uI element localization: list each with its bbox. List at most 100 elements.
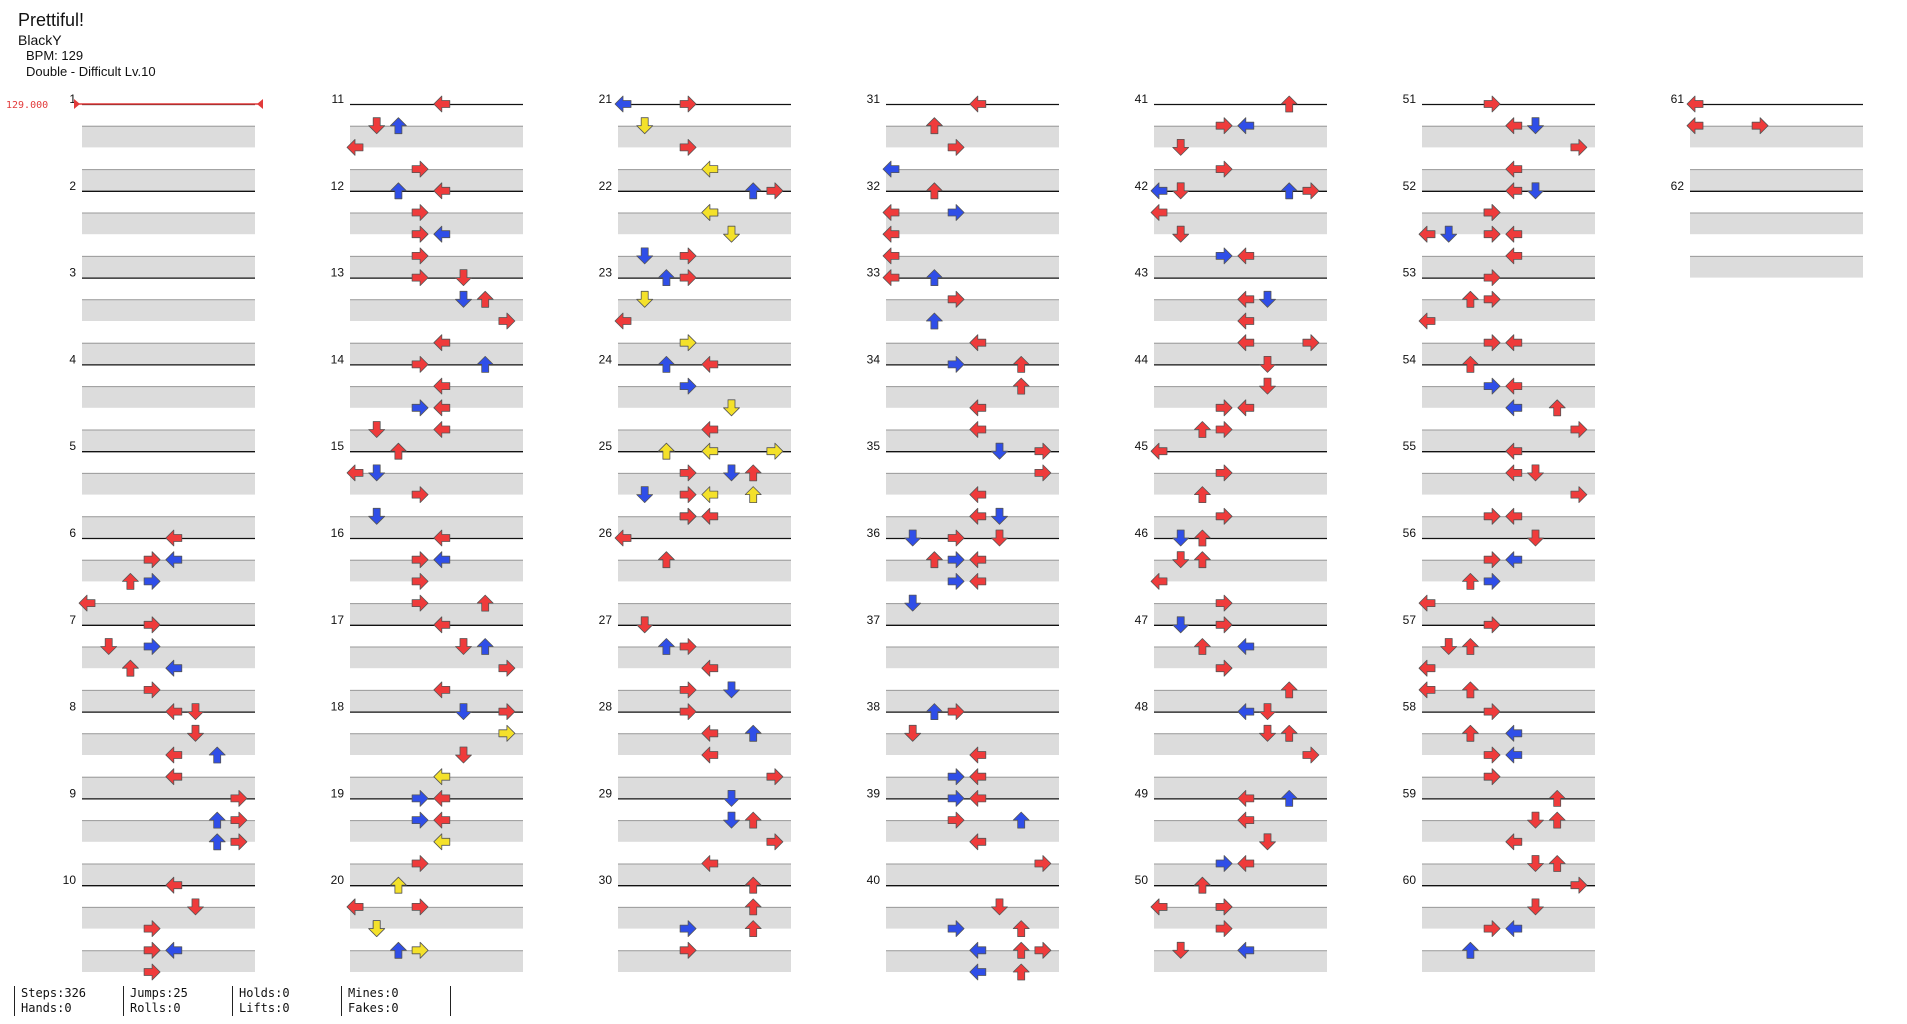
note-shape bbox=[658, 551, 675, 569]
note-shape bbox=[1483, 551, 1501, 569]
note-shape bbox=[1172, 182, 1190, 200]
note-shape bbox=[1215, 117, 1233, 135]
beat-band bbox=[1154, 429, 1327, 452]
arrow-up-icon bbox=[1194, 876, 1211, 894]
note-shape bbox=[926, 312, 943, 330]
note-shape bbox=[969, 573, 987, 590]
bpm-arrow-left bbox=[74, 99, 80, 109]
note-shape bbox=[947, 573, 965, 590]
note-shape bbox=[926, 182, 943, 200]
note-shape bbox=[1034, 855, 1052, 872]
note-shape bbox=[1483, 290, 1501, 308]
arrow-right-icon bbox=[411, 573, 429, 590]
arrow-up-icon bbox=[389, 182, 407, 200]
note-shape bbox=[1237, 117, 1255, 135]
note-shape bbox=[143, 941, 161, 959]
arrow-right-icon bbox=[411, 790, 429, 807]
beat-band bbox=[82, 255, 255, 278]
note-shape bbox=[658, 269, 675, 287]
arrow-right-icon bbox=[143, 681, 161, 699]
arrow-up-icon bbox=[1280, 681, 1298, 699]
arrow-down-icon bbox=[991, 442, 1008, 460]
arrow-down-icon bbox=[100, 638, 118, 655]
arrow-right-icon bbox=[411, 399, 429, 417]
arrow-left-icon bbox=[165, 768, 183, 786]
arrow-down-icon bbox=[1527, 117, 1544, 135]
beat-band bbox=[350, 863, 523, 886]
note-shape bbox=[1483, 703, 1501, 720]
arrow-down-icon bbox=[368, 117, 386, 135]
measure-number: 62 bbox=[1671, 179, 1685, 193]
beat-band bbox=[350, 342, 523, 365]
measure-14: 14 bbox=[331, 352, 523, 452]
note-shape bbox=[1686, 117, 1704, 135]
note-shape bbox=[701, 746, 719, 764]
measure-19: 19 bbox=[331, 786, 523, 886]
beat-band bbox=[618, 255, 791, 278]
note-shape bbox=[411, 355, 429, 373]
measure-15: 15 bbox=[331, 439, 523, 538]
note-shape bbox=[1259, 377, 1276, 395]
measure-30: 30 bbox=[599, 873, 791, 972]
beat-band bbox=[618, 125, 791, 148]
measure-number: 51 bbox=[1403, 92, 1417, 106]
arrow-left-icon bbox=[701, 855, 719, 872]
measure-number: 60 bbox=[1403, 873, 1417, 887]
beat-band bbox=[1422, 863, 1595, 886]
arrow-up-icon bbox=[658, 551, 675, 569]
note-shape bbox=[1012, 920, 1030, 937]
note-shape bbox=[1483, 225, 1501, 243]
note-shape bbox=[1527, 855, 1544, 872]
arrow-down-icon bbox=[636, 616, 654, 634]
arrow-up-icon bbox=[1012, 355, 1030, 373]
note-shape bbox=[969, 963, 987, 981]
arrow-left-icon bbox=[1505, 551, 1523, 569]
note-shape bbox=[766, 442, 784, 460]
measure-35: 35 bbox=[867, 439, 1059, 538]
note-shape bbox=[1527, 182, 1544, 200]
note-shape bbox=[1418, 312, 1436, 330]
note-shape bbox=[411, 399, 429, 417]
measure-10: 10 bbox=[63, 873, 255, 972]
note-shape bbox=[636, 247, 654, 265]
note-shape bbox=[636, 616, 654, 634]
note-shape bbox=[368, 920, 386, 937]
note-shape bbox=[498, 312, 516, 330]
arrow-up-icon bbox=[121, 573, 139, 590]
note-shape bbox=[701, 442, 719, 460]
measure-number: 58 bbox=[1403, 700, 1417, 714]
arrow-left-icon bbox=[433, 182, 451, 200]
note-shape bbox=[368, 421, 386, 438]
note-shape bbox=[1483, 768, 1501, 786]
measure-number: 28 bbox=[599, 700, 613, 714]
arrow-right-icon bbox=[411, 225, 429, 243]
note-shape bbox=[346, 464, 364, 482]
arrow-down-icon bbox=[723, 811, 740, 829]
note-shape bbox=[368, 507, 386, 525]
arrow-up-icon bbox=[1462, 724, 1479, 742]
arrow-down-icon bbox=[1259, 703, 1276, 720]
beat-band bbox=[886, 299, 1059, 321]
measure-number: 41 bbox=[1135, 92, 1149, 106]
note-shape bbox=[926, 117, 943, 135]
beat-band bbox=[1422, 386, 1595, 408]
beat-band bbox=[1154, 733, 1327, 755]
arrow-left-icon bbox=[1150, 204, 1168, 221]
arrow-left-icon bbox=[1237, 941, 1255, 959]
arrow-right-icon bbox=[1483, 225, 1501, 243]
note-shape bbox=[476, 638, 494, 655]
beat-band bbox=[1422, 472, 1595, 495]
arrow-up-icon bbox=[121, 659, 139, 677]
arrow-right-icon bbox=[766, 833, 784, 851]
arrow-left-icon bbox=[969, 421, 987, 438]
beat-band bbox=[886, 125, 1059, 148]
beat-band bbox=[350, 386, 523, 408]
arrow-left-icon bbox=[1418, 312, 1436, 330]
arrow-right-icon bbox=[947, 355, 965, 373]
arrow-right-icon bbox=[679, 507, 697, 525]
arrow-down-icon bbox=[1259, 833, 1276, 851]
measure-number: 6 bbox=[69, 526, 76, 540]
arrow-left-icon bbox=[614, 312, 632, 330]
arrow-left-icon bbox=[1505, 334, 1523, 352]
note-shape bbox=[991, 529, 1008, 547]
